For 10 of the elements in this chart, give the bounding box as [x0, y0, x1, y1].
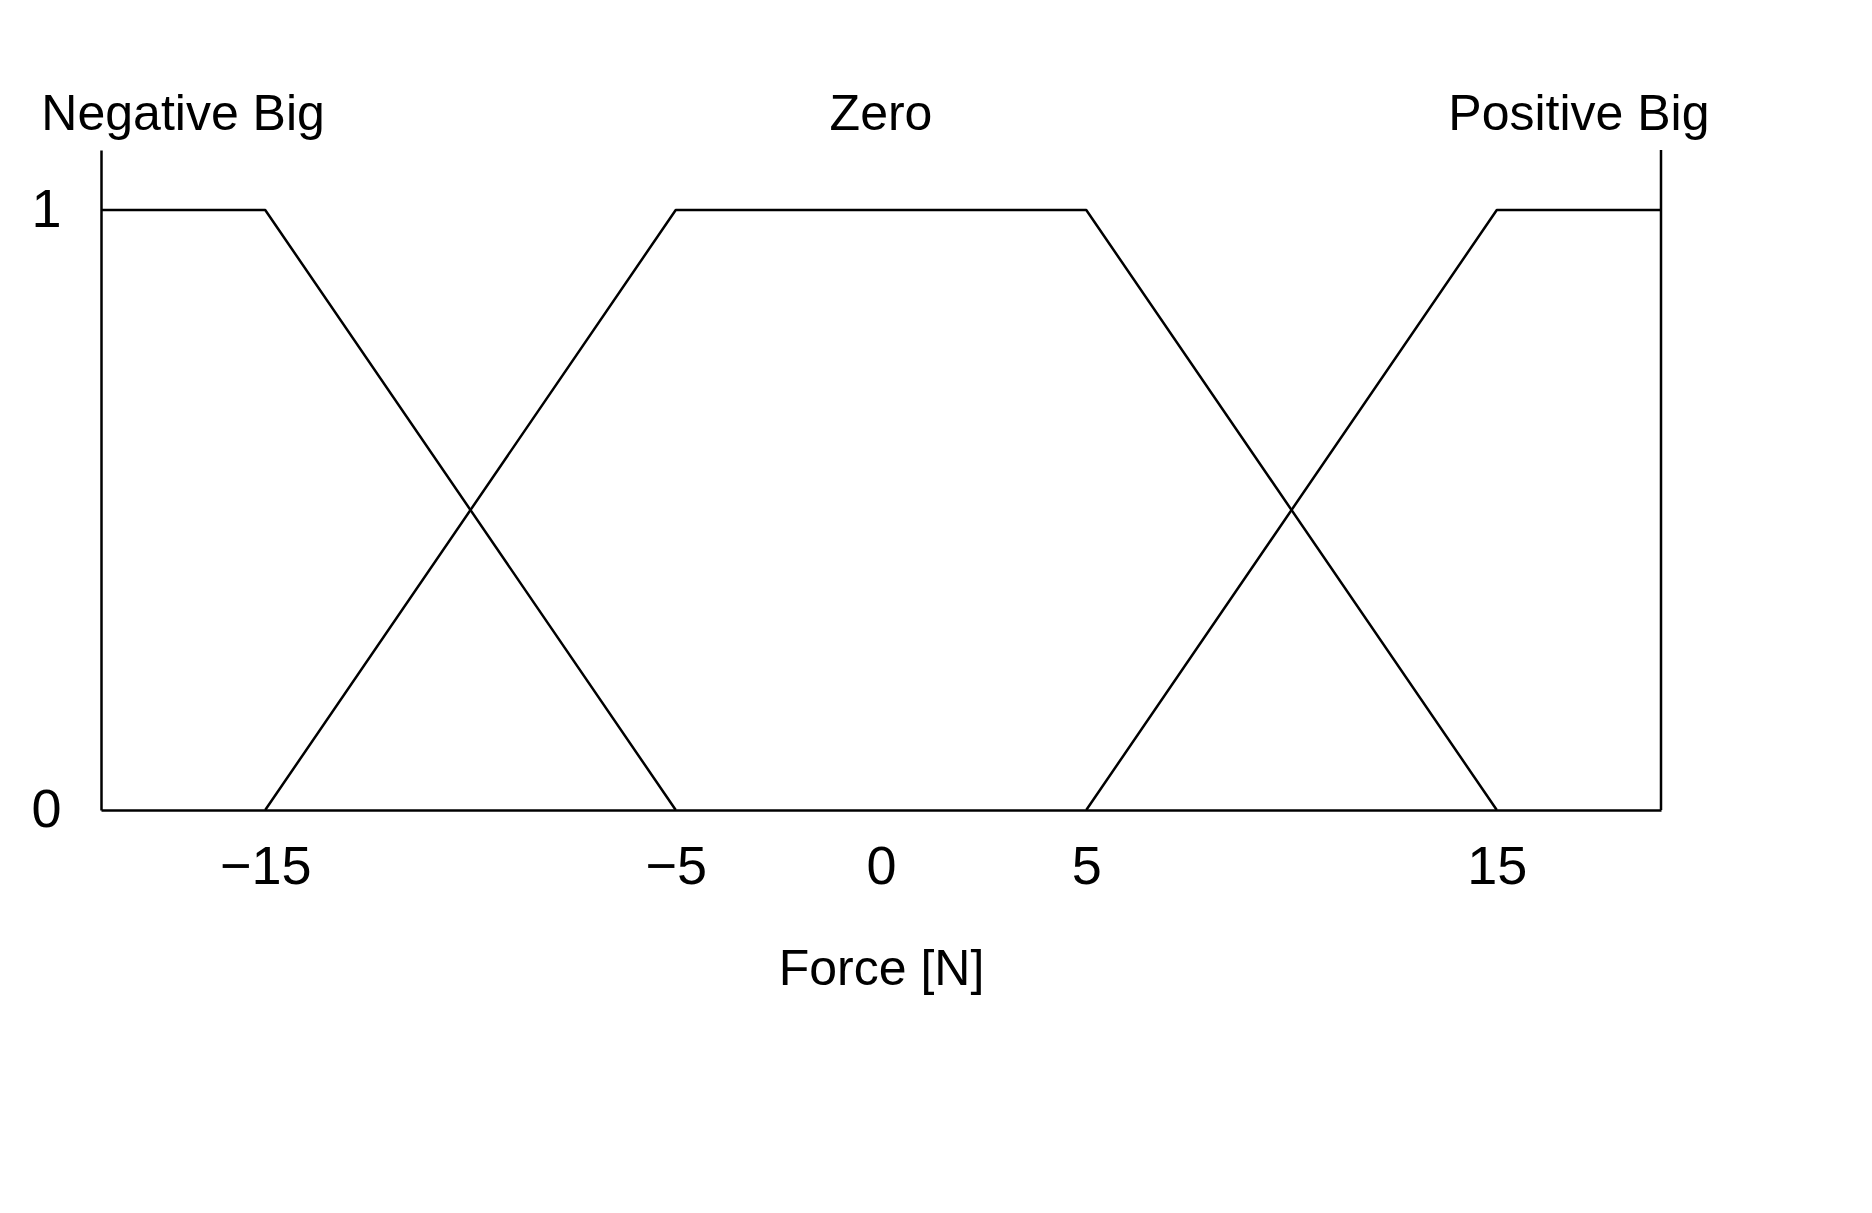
x-tick-label: −15	[219, 834, 312, 895]
series-label: Positive Big	[1448, 85, 1710, 141]
x-tick-label: 0	[866, 834, 897, 895]
x-tick-label: 5	[1071, 834, 1102, 895]
x-tick-label: 15	[1467, 834, 1528, 895]
x-axis-title: Force [N]	[778, 939, 985, 996]
series-label: Zero	[829, 85, 933, 141]
y-tick-label: 1	[31, 177, 62, 238]
x-tick-label: −5	[645, 834, 708, 895]
series-label: Negative Big	[41, 85, 325, 141]
